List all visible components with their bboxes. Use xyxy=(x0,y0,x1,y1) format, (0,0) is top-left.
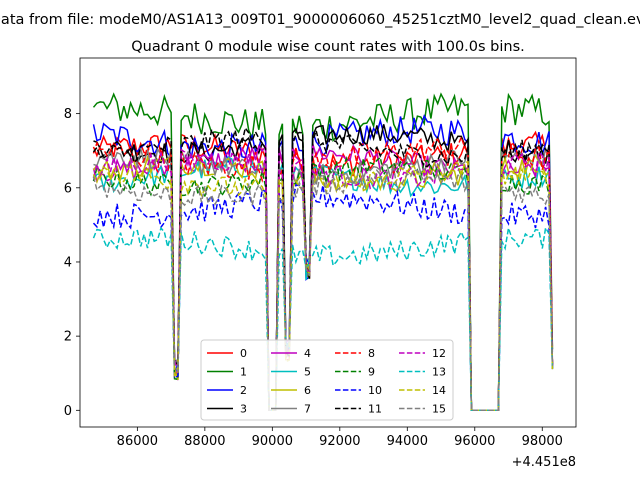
x-tick-label: 96000 xyxy=(454,434,495,449)
x-tick-label: 98000 xyxy=(522,434,563,449)
legend-label-4: 4 xyxy=(304,347,311,360)
x-tick-label: 86000 xyxy=(117,434,158,449)
legend-label-5: 5 xyxy=(304,366,311,379)
legend-box xyxy=(200,339,454,421)
legend-label-1: 1 xyxy=(240,366,247,379)
y-axis: 0 2 4 6 8 xyxy=(64,107,80,419)
legend-label-11: 11 xyxy=(368,403,382,416)
legend-label-14: 14 xyxy=(432,384,446,397)
legend-label-0: 0 xyxy=(240,347,247,360)
axes-border xyxy=(79,57,577,428)
chart-title: Quadrant 0 module wise count rates with … xyxy=(131,39,525,55)
figure-suptitle: Data from file: modeM0/AS1A13_009T01_900… xyxy=(0,12,640,28)
plot-area xyxy=(92,92,554,412)
legend-label-10: 10 xyxy=(368,384,382,397)
legend-label-15: 15 xyxy=(432,403,446,416)
x-tick-label: 90000 xyxy=(252,434,293,449)
series-13-line xyxy=(92,225,554,412)
legend-label-8: 8 xyxy=(368,347,375,360)
y-tick-label: 0 xyxy=(64,404,72,419)
y-tick-label: 6 xyxy=(64,181,72,196)
axes-frame xyxy=(79,57,577,428)
x-offset-label: +4.451e8 xyxy=(512,455,576,470)
legend-label-12: 12 xyxy=(432,347,446,360)
x-axis: 86000 88000 90000 92000 94000 96000 98000 xyxy=(117,427,563,449)
series-15-line xyxy=(92,166,554,412)
legend-label-9: 9 xyxy=(368,366,375,379)
y-tick-label: 8 xyxy=(64,107,72,122)
legend-label-13: 13 xyxy=(432,366,446,379)
x-tick-label: 92000 xyxy=(319,434,360,449)
legend-label-6: 6 xyxy=(304,384,311,397)
x-tick-label: 94000 xyxy=(387,434,428,449)
x-tick-label: 88000 xyxy=(184,434,225,449)
legend-label-2: 2 xyxy=(240,384,247,397)
y-tick-label: 4 xyxy=(64,255,72,270)
y-tick-label: 2 xyxy=(64,330,72,345)
legend-label-3: 3 xyxy=(240,403,247,416)
legend-label-7: 7 xyxy=(304,403,311,416)
